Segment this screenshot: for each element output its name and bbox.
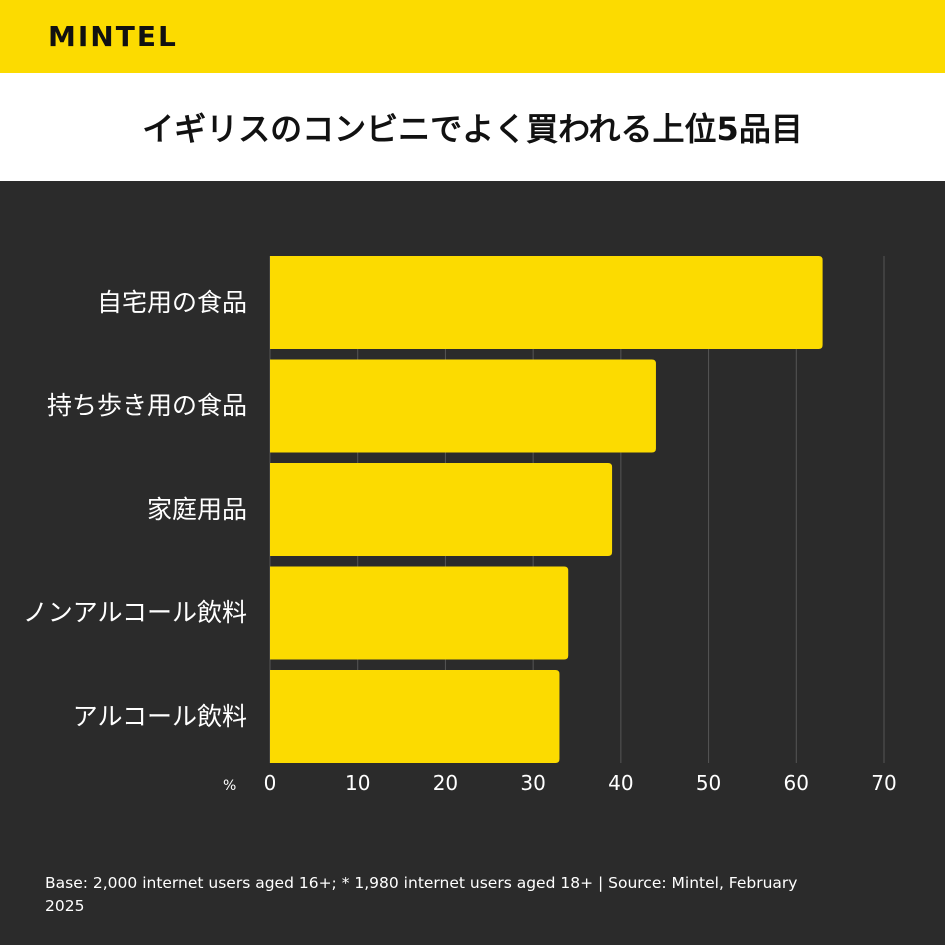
chart-canvas bbox=[269, 256, 885, 763]
page-title: イギリスのコンビニでよく買われる上位5品目 bbox=[142, 110, 803, 148]
x-tick-label-40: 40 bbox=[608, 771, 634, 795]
category-label-5: アルコール飲料 bbox=[72, 701, 247, 731]
bar-2 bbox=[270, 359, 656, 453]
category-label-2: 持ち歩き用の食品 bbox=[46, 391, 247, 420]
x-tick-label-70: 70 bbox=[871, 771, 897, 795]
bar-4 bbox=[270, 566, 569, 660]
x-tick-label-0: 0 bbox=[263, 771, 277, 795]
category-label-4: ノンアルコール飲料 bbox=[22, 598, 247, 627]
category-label-3: 家庭用品 bbox=[146, 494, 247, 524]
bar-chart: % 0 10 20 30 40 50 60 70 自宅用の食品持ち歩き用の食品家庭用品ノンアルコ… bbox=[0, 181, 945, 821]
category-label-1: 自宅用の食品 bbox=[96, 287, 247, 317]
x-tick-label-60: 60 bbox=[783, 771, 810, 795]
bar-1 bbox=[270, 256, 823, 349]
title-bar: イギリスのコンビニでよく買われる上位5品目 bbox=[0, 73, 945, 181]
mintel-logo: MINTEL bbox=[48, 20, 178, 53]
bar-5 bbox=[270, 670, 560, 763]
brand-bar: MINTEL bbox=[0, 0, 945, 73]
bar-3 bbox=[270, 463, 613, 556]
source-note: Base: 2,000 internet users aged 16+; * 1… bbox=[45, 874, 798, 915]
x-axis-unit-label: % bbox=[223, 778, 237, 794]
x-tick-label-10: 10 bbox=[344, 771, 371, 795]
x-tick-label-20: 20 bbox=[432, 771, 459, 795]
x-tick-label-50: 50 bbox=[695, 771, 722, 795]
x-tick-label-30: 30 bbox=[520, 771, 546, 795]
